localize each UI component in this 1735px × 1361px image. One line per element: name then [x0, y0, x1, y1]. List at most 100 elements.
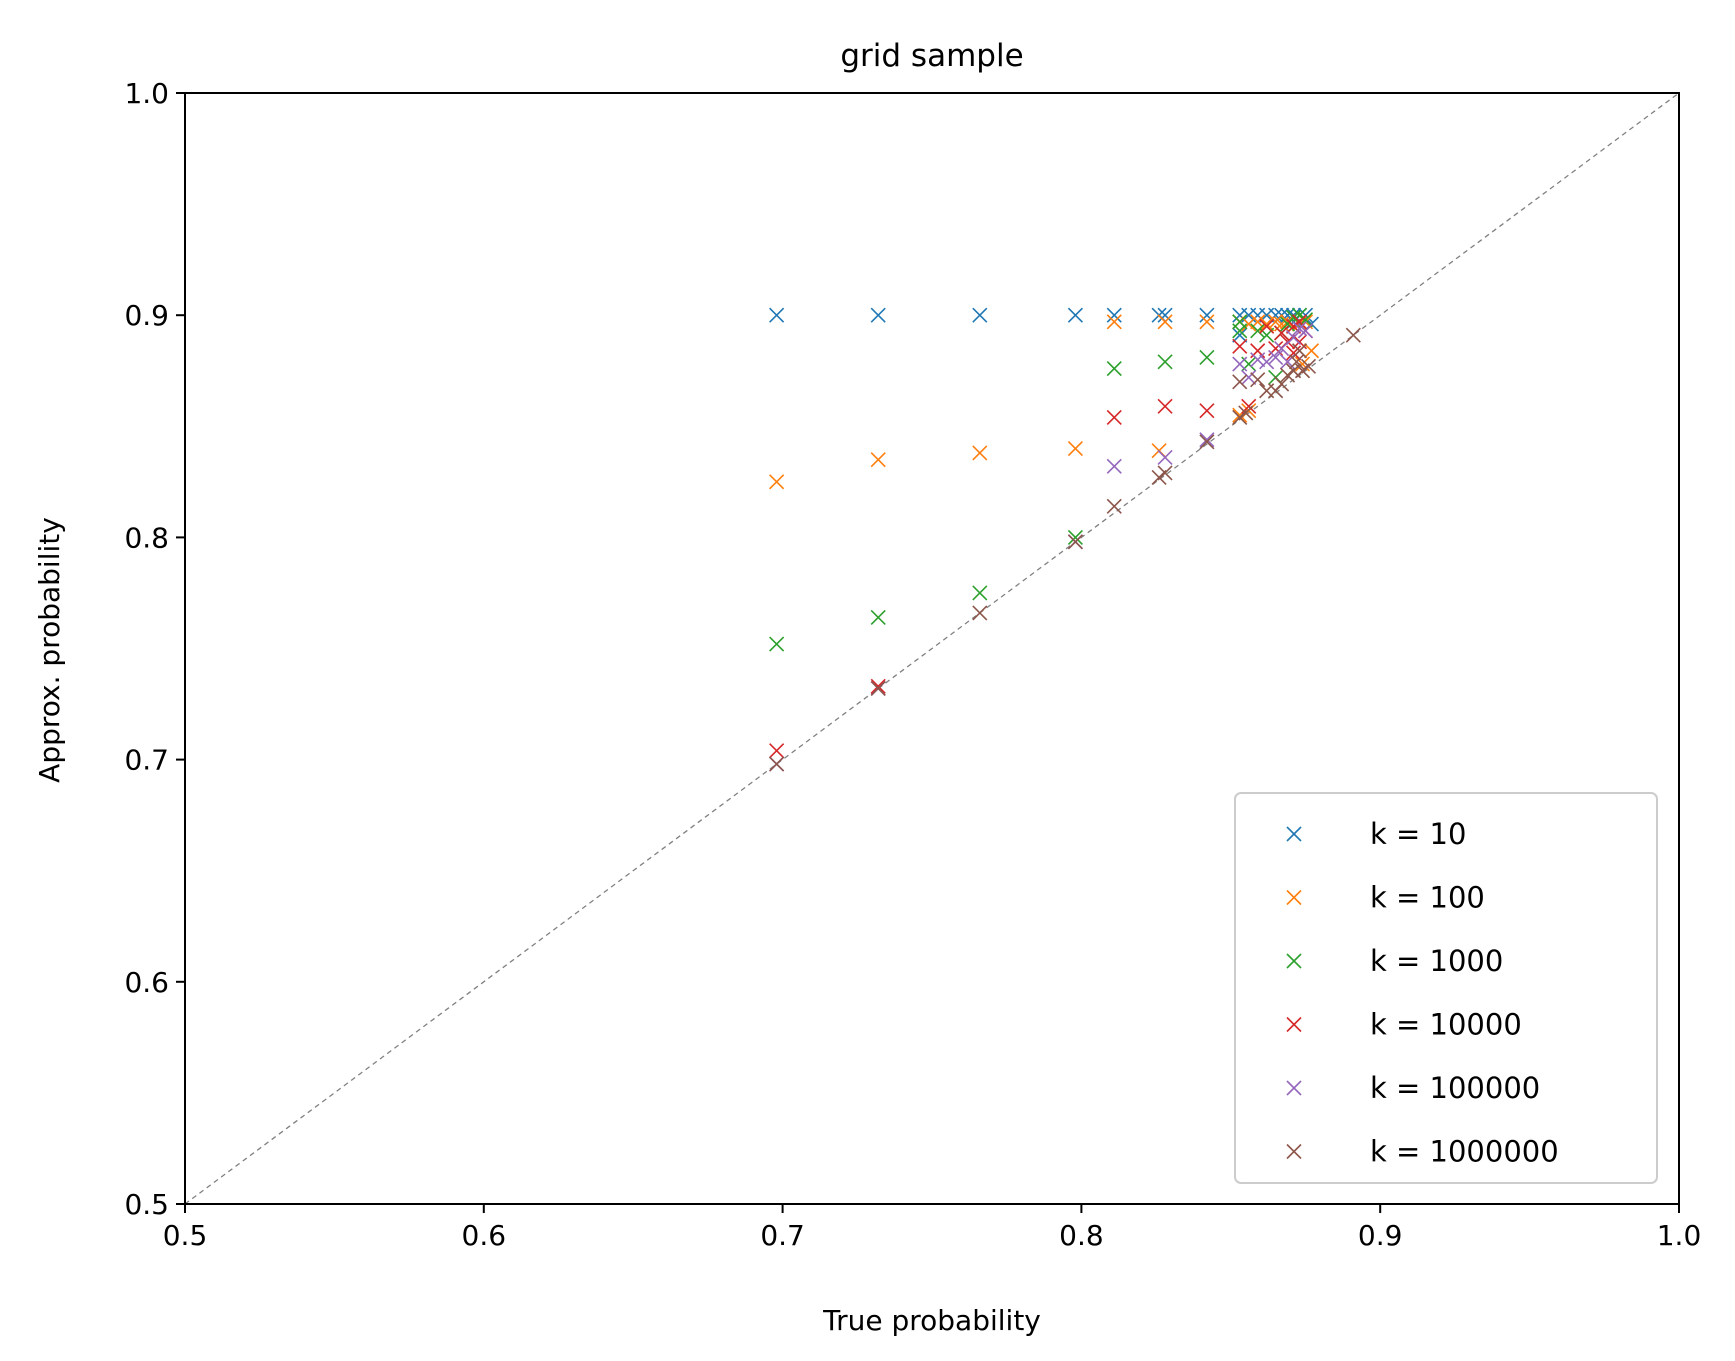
data-point: [1250, 323, 1266, 339]
x-tick-label: 0.9: [1358, 1219, 1403, 1252]
reference-diagonal-line: [184, 92, 1680, 1205]
data-point: [1199, 307, 1215, 323]
data-point: [1157, 314, 1173, 330]
data-point: [870, 452, 886, 468]
data-point: [1303, 343, 1320, 359]
data-point: [1268, 314, 1284, 330]
y-axis-label: Approx. probability: [33, 517, 66, 783]
data-point: [1232, 327, 1248, 343]
data-point: [1291, 314, 1308, 330]
data-point: [1106, 360, 1122, 377]
data-point: [1199, 434, 1215, 450]
data-point: [972, 307, 988, 323]
data-point: [769, 636, 785, 652]
data-point: [769, 474, 785, 490]
data-point: [1294, 356, 1311, 372]
legend-marker: [1286, 1080, 1302, 1096]
data-point: [972, 445, 988, 461]
data-point: [1291, 320, 1308, 337]
data-point: [1291, 343, 1308, 359]
y-tick-label: 0.8: [124, 521, 169, 554]
data-point: [1106, 458, 1122, 474]
legend-marker: [1286, 1143, 1302, 1160]
series-group: [769, 327, 1361, 772]
data-point: [1297, 312, 1314, 328]
legend-label: k = 10000: [1370, 1008, 1522, 1042]
data-point: [1250, 372, 1266, 388]
plot-area-frame: [184, 92, 1680, 1205]
legend-marker: [1286, 1016, 1302, 1033]
data-point: [1067, 534, 1083, 550]
data-point: [1259, 318, 1275, 334]
y-tick-label: 0.9: [124, 299, 169, 332]
legend-label: k = 1000000: [1370, 1135, 1559, 1169]
data-point: [1067, 307, 1083, 323]
data-points-layer: [769, 307, 1361, 772]
data-point: [1274, 376, 1290, 392]
data-point: [1067, 529, 1083, 545]
data-point: [1259, 354, 1275, 370]
data-point: [1345, 327, 1361, 343]
data-point: [1106, 307, 1122, 323]
data-point: [870, 307, 886, 323]
data-point: [1250, 352, 1266, 368]
data-point: [1241, 369, 1257, 385]
data-point: [1106, 314, 1122, 330]
data-point: [1232, 356, 1248, 372]
data-point: [1157, 449, 1173, 465]
x-tick-label: 0.5: [163, 1219, 208, 1252]
chart-title: grid sample: [840, 38, 1023, 74]
y-tick-label: 0.6: [124, 966, 169, 999]
data-point: [1232, 338, 1248, 354]
legend-marker: [1286, 889, 1302, 906]
data-point: [972, 605, 988, 621]
data-point: [1199, 432, 1215, 448]
legend-label: k = 100: [1370, 881, 1485, 915]
data-point: [1274, 325, 1290, 341]
legend-label: k = 100000: [1370, 1071, 1540, 1105]
data-point: [769, 743, 785, 759]
legend-marker: [1286, 953, 1302, 969]
data-point: [1285, 345, 1302, 361]
data-point: [769, 307, 785, 323]
data-point: [1241, 316, 1257, 332]
legend-box: [1234, 792, 1658, 1184]
data-point: [870, 609, 886, 625]
data-point: [1199, 314, 1215, 330]
data-point: [1232, 314, 1248, 330]
data-point: [1297, 323, 1314, 339]
legend-entries: k = 10 k = 100 k = 1000 k = 10000 k = 100000…: [1286, 817, 1559, 1169]
data-point: [1259, 316, 1275, 332]
axis-ticks-layer: 0.5 0.6 0.7 0.8 0.9 1.0 0.5 0.6 0.7 0.8 0.9 1.0: [124, 77, 1701, 1252]
data-point: [1199, 403, 1215, 419]
y-tick-label: 0.5: [124, 1188, 169, 1221]
x-tick-label: 0.8: [1059, 1219, 1104, 1252]
y-tick-label: 1.0: [124, 77, 169, 110]
data-point: [1106, 409, 1122, 425]
x-axis-label: True probability: [822, 1304, 1041, 1337]
data-point: [769, 756, 785, 772]
data-point: [870, 678, 886, 694]
data-point: [1288, 354, 1305, 370]
data-point: [1067, 440, 1083, 457]
y-tick-label: 0.7: [124, 744, 169, 777]
legend-label: k = 1000: [1370, 944, 1503, 978]
data-point: [1199, 349, 1215, 365]
data-point: [1285, 329, 1302, 345]
data-point: [1106, 498, 1122, 514]
data-point: [1300, 358, 1317, 374]
legend: k = 10 k = 100 k = 1000 k = 10000 k = 100000…: [1234, 792, 1658, 1184]
legend-label: k = 10: [1370, 817, 1466, 851]
data-point: [1268, 349, 1284, 365]
data-point: [972, 585, 988, 601]
data-point: [1157, 398, 1173, 414]
data-point: [1157, 465, 1173, 481]
legend-marker: [1286, 826, 1302, 842]
data-point: [1238, 405, 1254, 421]
data-point: [870, 680, 886, 697]
data-point: [1157, 354, 1173, 370]
x-tick-label: 0.6: [462, 1219, 507, 1252]
x-tick-label: 0.7: [760, 1219, 805, 1252]
reference-line-layer: [184, 92, 1680, 1205]
